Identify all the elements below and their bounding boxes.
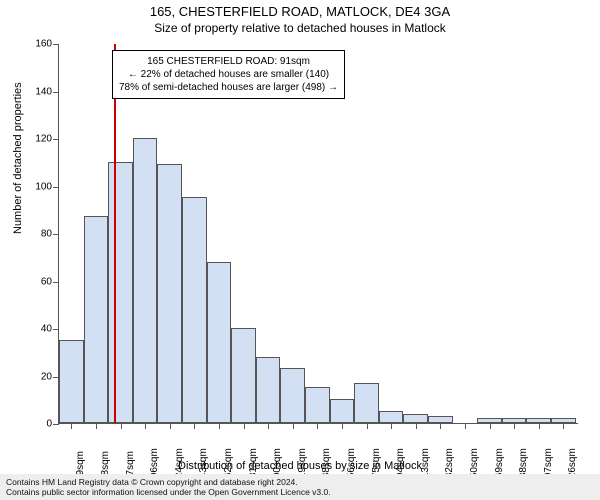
histogram-bar	[428, 416, 453, 423]
histogram-bar	[59, 340, 84, 423]
x-tick	[367, 423, 368, 429]
x-tick	[121, 423, 122, 429]
annotation-line: 165 CHESTERFIELD ROAD: 91sqm	[119, 55, 338, 68]
histogram-bar	[354, 383, 379, 423]
y-tick	[53, 424, 59, 425]
footer: Contains HM Land Registry data © Crown c…	[0, 474, 600, 500]
histogram-bar	[305, 387, 330, 423]
y-tick	[53, 139, 59, 140]
x-axis-label: Distribution of detached houses by size …	[0, 460, 600, 472]
x-tick	[293, 423, 294, 429]
x-tick	[391, 423, 392, 429]
histogram-bar	[157, 164, 182, 423]
x-tick	[490, 423, 491, 429]
x-tick	[268, 423, 269, 429]
y-axis-label: Number of detached properties	[12, 82, 24, 234]
property-marker-line	[114, 44, 116, 423]
y-tick-label: 160	[22, 39, 52, 50]
x-tick	[219, 423, 220, 429]
y-tick	[53, 92, 59, 93]
y-tick	[53, 44, 59, 45]
x-tick	[342, 423, 343, 429]
annotation-box: 165 CHESTERFIELD ROAD: 91sqm← 22% of det…	[112, 50, 345, 99]
y-tick	[53, 234, 59, 235]
histogram-bar	[379, 411, 404, 423]
histogram-bar	[403, 414, 428, 424]
annotation-line: ← 22% of detached houses are smaller (14…	[119, 68, 338, 81]
histogram-bar	[256, 357, 281, 424]
histogram-bar	[280, 368, 305, 423]
y-tick-label: 20	[22, 371, 52, 382]
x-tick	[71, 423, 72, 429]
x-tick	[194, 423, 195, 429]
chart-title: 165, CHESTERFIELD ROAD, MATLOCK, DE4 3GA	[0, 0, 600, 19]
x-tick	[317, 423, 318, 429]
y-tick-label: 0	[22, 419, 52, 430]
histogram-bar	[182, 197, 207, 423]
histogram-bar	[231, 328, 256, 423]
y-tick-label: 100	[22, 181, 52, 192]
x-tick	[465, 423, 466, 429]
footer-line-2: Contains public sector information licen…	[6, 487, 594, 497]
plot-area: 49sqm68sqm87sqm106sqm124sqm143sqm162sqm1…	[58, 44, 578, 424]
y-tick-label: 140	[22, 86, 52, 97]
y-tick	[53, 187, 59, 188]
histogram-bar	[330, 399, 355, 423]
chart-container: 165, CHESTERFIELD ROAD, MATLOCK, DE4 3GA…	[0, 0, 600, 500]
x-tick	[145, 423, 146, 429]
y-tick-label: 120	[22, 134, 52, 145]
y-tick	[53, 329, 59, 330]
annotation-line: 78% of semi-detached houses are larger (…	[119, 81, 338, 94]
x-tick	[539, 423, 540, 429]
histogram-bar	[84, 216, 109, 423]
footer-line-1: Contains HM Land Registry data © Crown c…	[6, 477, 594, 487]
y-tick	[53, 282, 59, 283]
histogram-bar	[207, 262, 232, 424]
x-tick	[244, 423, 245, 429]
y-tick-label: 80	[22, 229, 52, 240]
x-tick	[170, 423, 171, 429]
x-tick	[416, 423, 417, 429]
x-tick	[514, 423, 515, 429]
x-tick	[96, 423, 97, 429]
chart-area: 49sqm68sqm87sqm106sqm124sqm143sqm162sqm1…	[58, 44, 578, 424]
x-tick	[563, 423, 564, 429]
y-tick-label: 60	[22, 276, 52, 287]
chart-subtitle: Size of property relative to detached ho…	[0, 19, 600, 37]
histogram-bar	[108, 162, 133, 423]
y-tick-label: 40	[22, 324, 52, 335]
histogram-bar	[133, 138, 158, 423]
x-tick	[440, 423, 441, 429]
